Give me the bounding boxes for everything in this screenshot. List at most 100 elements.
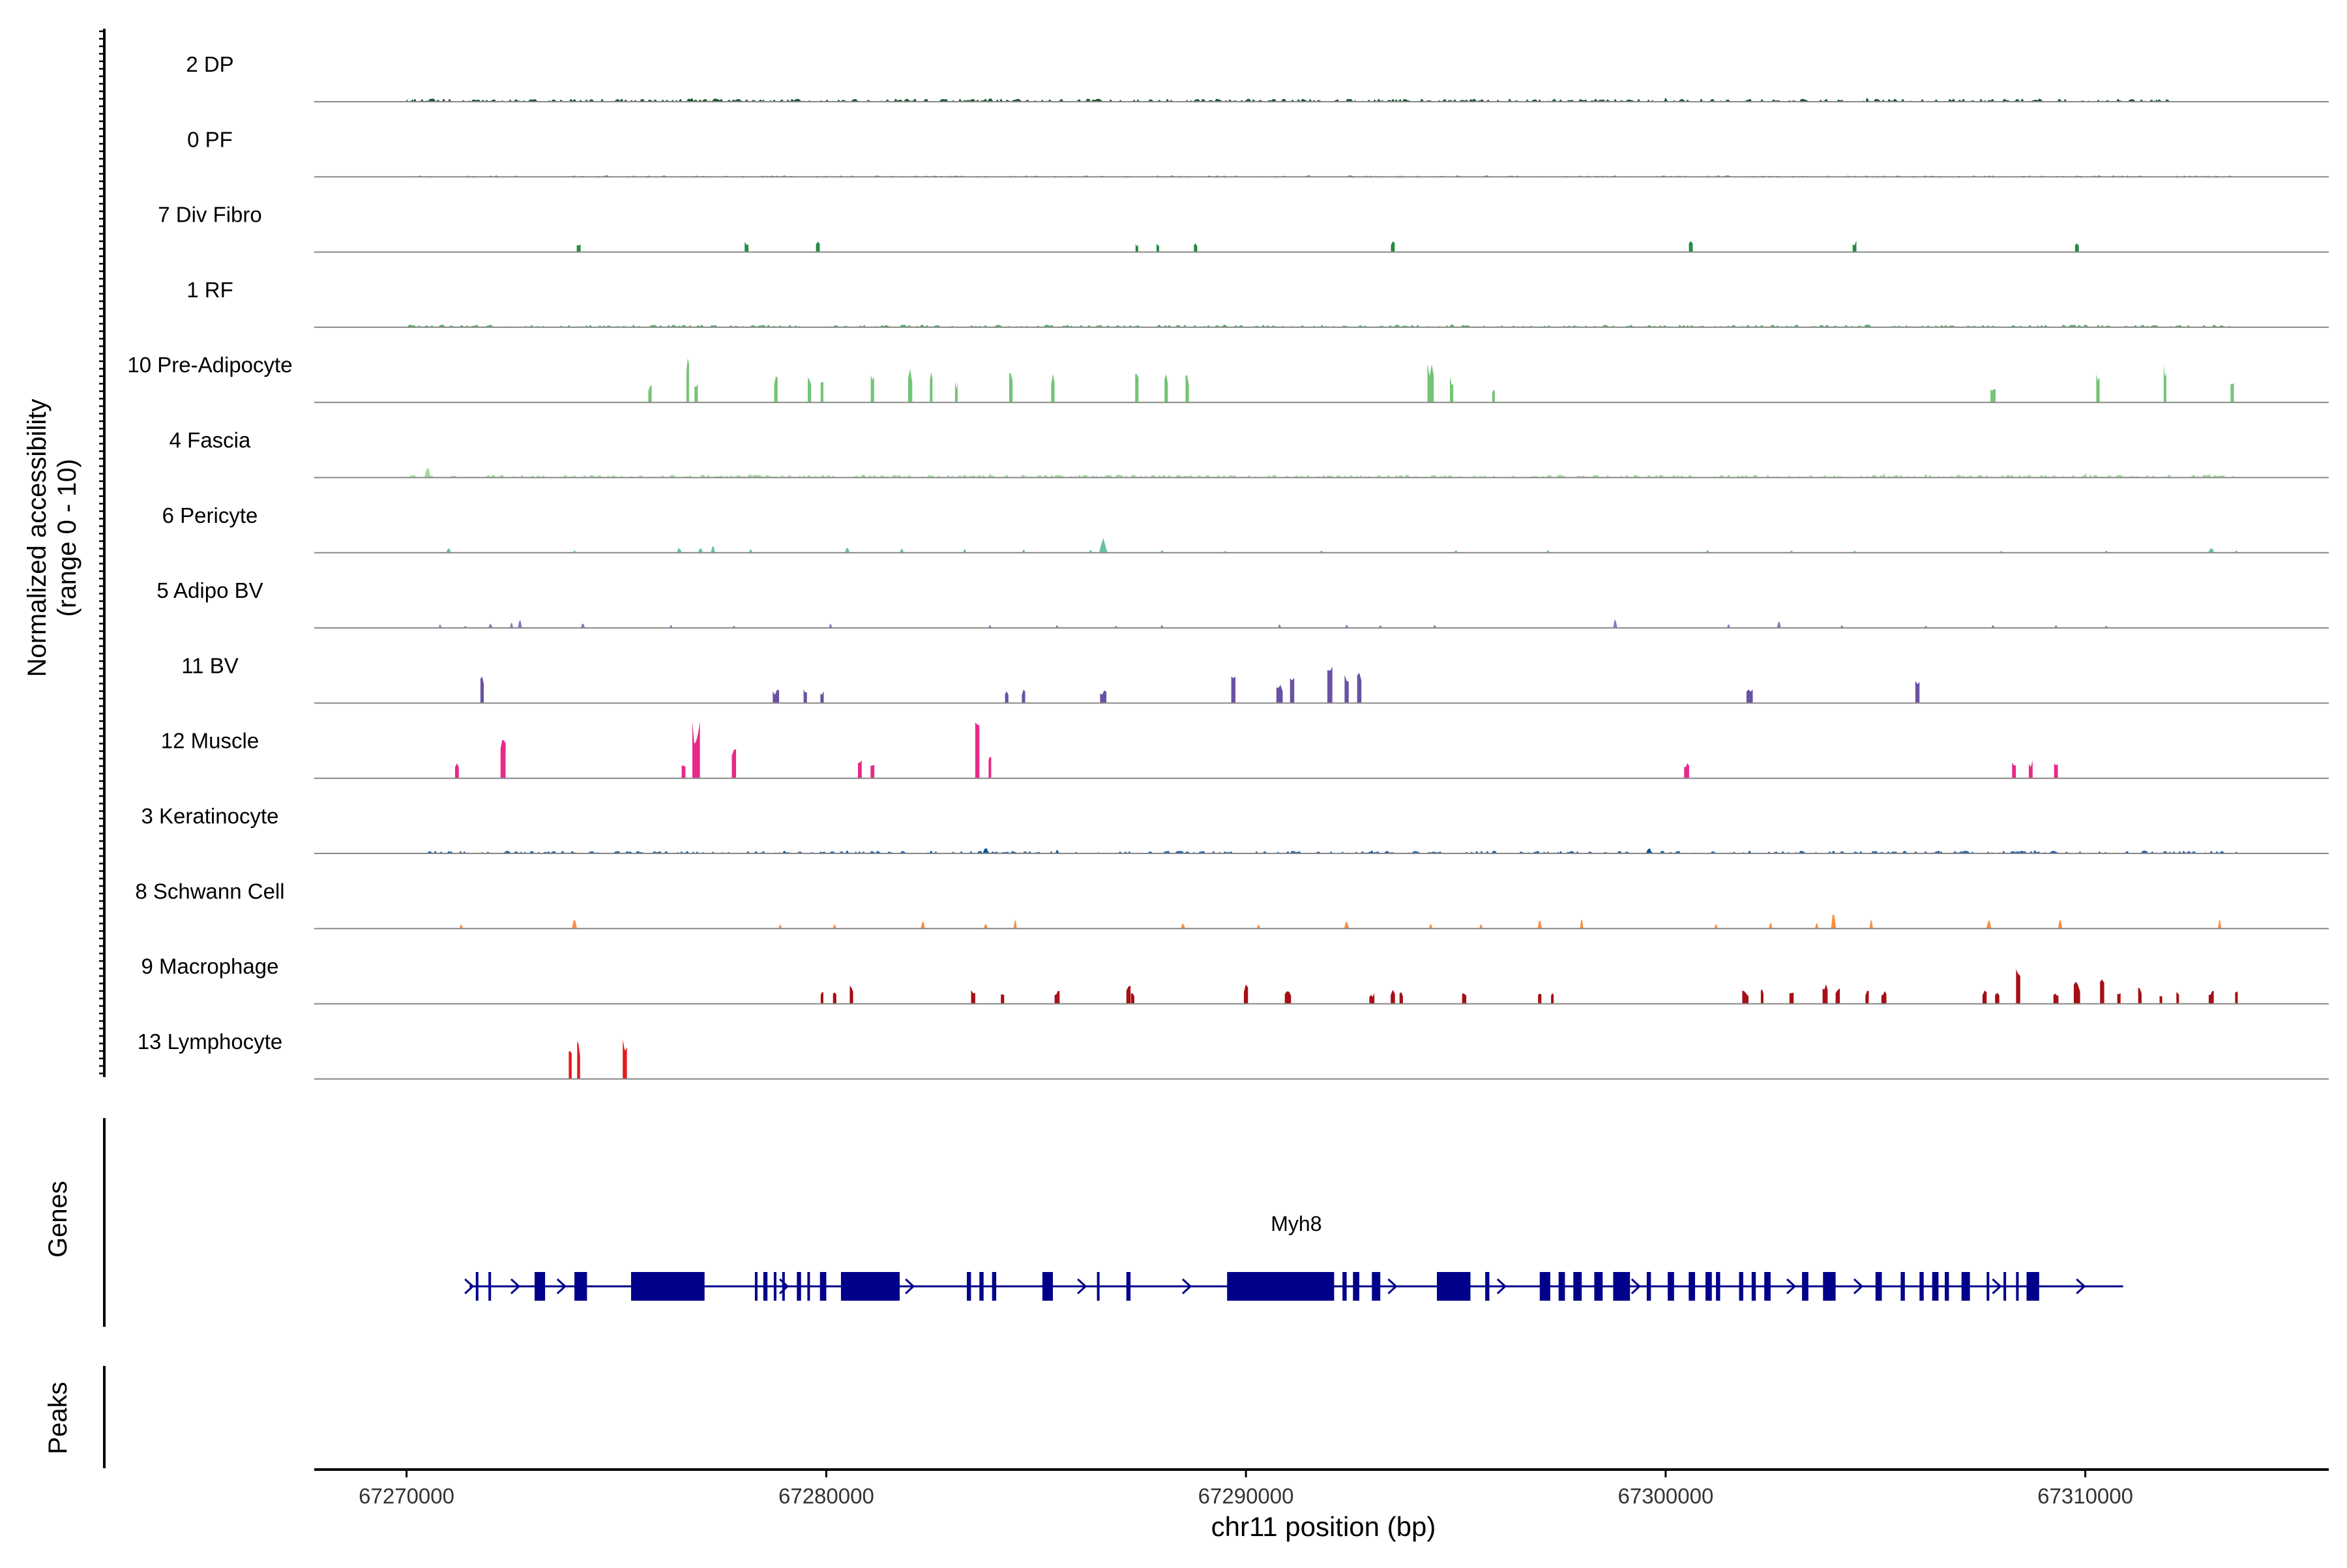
strand-arrow xyxy=(1181,1278,1192,1295)
coverage-peak xyxy=(1181,923,1185,929)
coverage-peak xyxy=(808,377,812,403)
coverage-peak xyxy=(1580,919,1584,929)
track-noise xyxy=(406,98,2170,102)
coverage-peak xyxy=(2100,979,2104,1004)
track-label: 3 Keratinocyte xyxy=(141,804,279,828)
coverage-peak xyxy=(648,385,652,403)
track-noise xyxy=(423,850,2241,853)
coverage-peak xyxy=(1135,244,1138,252)
coverage-peak xyxy=(1689,241,1693,252)
coverage-peak xyxy=(2054,763,2058,778)
coverage-peak xyxy=(1130,993,1134,1004)
coverage-peak xyxy=(677,548,682,553)
strand-arrow xyxy=(682,1278,693,1295)
strand-arrow xyxy=(1992,1278,2002,1295)
track-label: 2 DP xyxy=(186,52,233,76)
coverage-peak xyxy=(833,992,836,1004)
coverage-peak xyxy=(455,763,459,778)
coverage-peak xyxy=(1684,763,1689,778)
coverage-peak xyxy=(2176,992,2179,1004)
coverage-peak xyxy=(1492,389,1495,403)
coverage-peak xyxy=(1391,98,1395,102)
coverage-peak xyxy=(568,1051,572,1079)
peaks-axis-title: Peaks xyxy=(44,1382,72,1454)
coverage-peak xyxy=(1022,549,1026,553)
coverage-peak xyxy=(686,358,689,403)
gene-exon xyxy=(1126,1272,1131,1301)
coverage-peak xyxy=(908,368,913,403)
track-7-div-fibro: 7 Div Fibro xyxy=(158,203,2329,253)
track-2-dp: 2 DP xyxy=(186,52,2329,102)
tracks-group: 2 DP 0 PF 7 Div Fibro 1 RF 10 Pre-Adipocyte 4… xyxy=(127,52,2329,1080)
coverage-peak xyxy=(2029,760,2033,778)
x-tick-label: 67280000 xyxy=(778,1484,874,1508)
track-11-bv: 11 BV xyxy=(181,653,2329,704)
gene-exon xyxy=(631,1272,705,1301)
coverage-peak xyxy=(900,549,904,553)
coverage-peak xyxy=(1391,241,1395,252)
coverage-peak xyxy=(1345,625,1349,629)
coverage-peak xyxy=(2163,364,2166,403)
gene-exon xyxy=(819,1272,827,1301)
coverage-peak xyxy=(731,749,736,778)
coverage-peak xyxy=(690,98,694,102)
coverage-peak xyxy=(1290,677,1295,703)
coverage-peak xyxy=(1344,675,1349,703)
coverage-peak xyxy=(1462,993,1467,1004)
genes-axis-title: Genes xyxy=(44,1181,72,1258)
gene-exon xyxy=(1485,1272,1490,1301)
gene-exon xyxy=(1539,1272,1550,1301)
coverage-peak xyxy=(803,690,807,703)
coverage-peak xyxy=(1391,990,1395,1004)
track-8-schwann-cell: 8 Schwann Cell xyxy=(135,879,2329,930)
gene-exon xyxy=(574,1272,587,1301)
coverage-peak xyxy=(1099,538,1108,553)
coverage-peak xyxy=(1613,619,1617,629)
gene-exon xyxy=(754,1272,758,1301)
coverage-peak xyxy=(480,676,484,703)
gene-exon xyxy=(1353,1272,1359,1301)
track-label: 9 Macrophage xyxy=(141,954,279,979)
strand-arrow xyxy=(1496,1278,1507,1295)
coverage-peak xyxy=(1881,991,1887,1004)
coverage-peak xyxy=(829,624,833,629)
gene-exon xyxy=(1875,1272,1882,1301)
coverage-peak xyxy=(2218,920,2222,929)
coverage-peak xyxy=(1005,691,1009,703)
gene-exon xyxy=(1573,1272,1582,1301)
track-label: 5 Adipo BV xyxy=(156,578,263,602)
coverage-peak xyxy=(2235,991,2238,1004)
strand-arrow xyxy=(1077,1278,1087,1295)
coverage-peak xyxy=(459,925,463,929)
track-12-muscle: 12 Muscle xyxy=(161,720,2329,779)
gene-exon xyxy=(2016,1272,2019,1301)
coverage-peak xyxy=(1746,689,1753,703)
coverage-peak xyxy=(1433,625,1437,629)
coverage-peak xyxy=(1399,992,1403,1004)
gene-exon xyxy=(773,1272,776,1301)
coverage-peak xyxy=(577,1041,580,1079)
coverage-peak xyxy=(820,691,824,703)
gene-exon xyxy=(1986,1272,1990,1301)
coverage-peak xyxy=(576,244,581,252)
gene-exon xyxy=(763,1272,768,1301)
gene-exon xyxy=(1739,1272,1743,1301)
strand-arrow xyxy=(2076,1278,2086,1295)
coverage-peak xyxy=(1726,475,1730,478)
coverage-peak xyxy=(774,376,778,403)
coverage-peak xyxy=(2159,996,2162,1004)
coverage-peak xyxy=(1537,921,1542,929)
coverage-peak xyxy=(1835,988,1840,1004)
strand-arrow xyxy=(1853,1278,1864,1295)
coverage-peak xyxy=(424,467,431,478)
coverage-peak xyxy=(2012,762,2016,778)
coverage-peak xyxy=(1135,374,1139,403)
coverage-peak xyxy=(1924,474,1928,478)
gene-exon xyxy=(1689,1272,1695,1301)
coverage-peak xyxy=(2033,850,2037,853)
track-13-lymphocyte: 13 Lymphocyte xyxy=(138,1029,2329,1080)
coverage-peak xyxy=(413,98,417,102)
coverage-peak xyxy=(1646,848,1652,853)
strand-arrow xyxy=(1786,1278,1797,1295)
